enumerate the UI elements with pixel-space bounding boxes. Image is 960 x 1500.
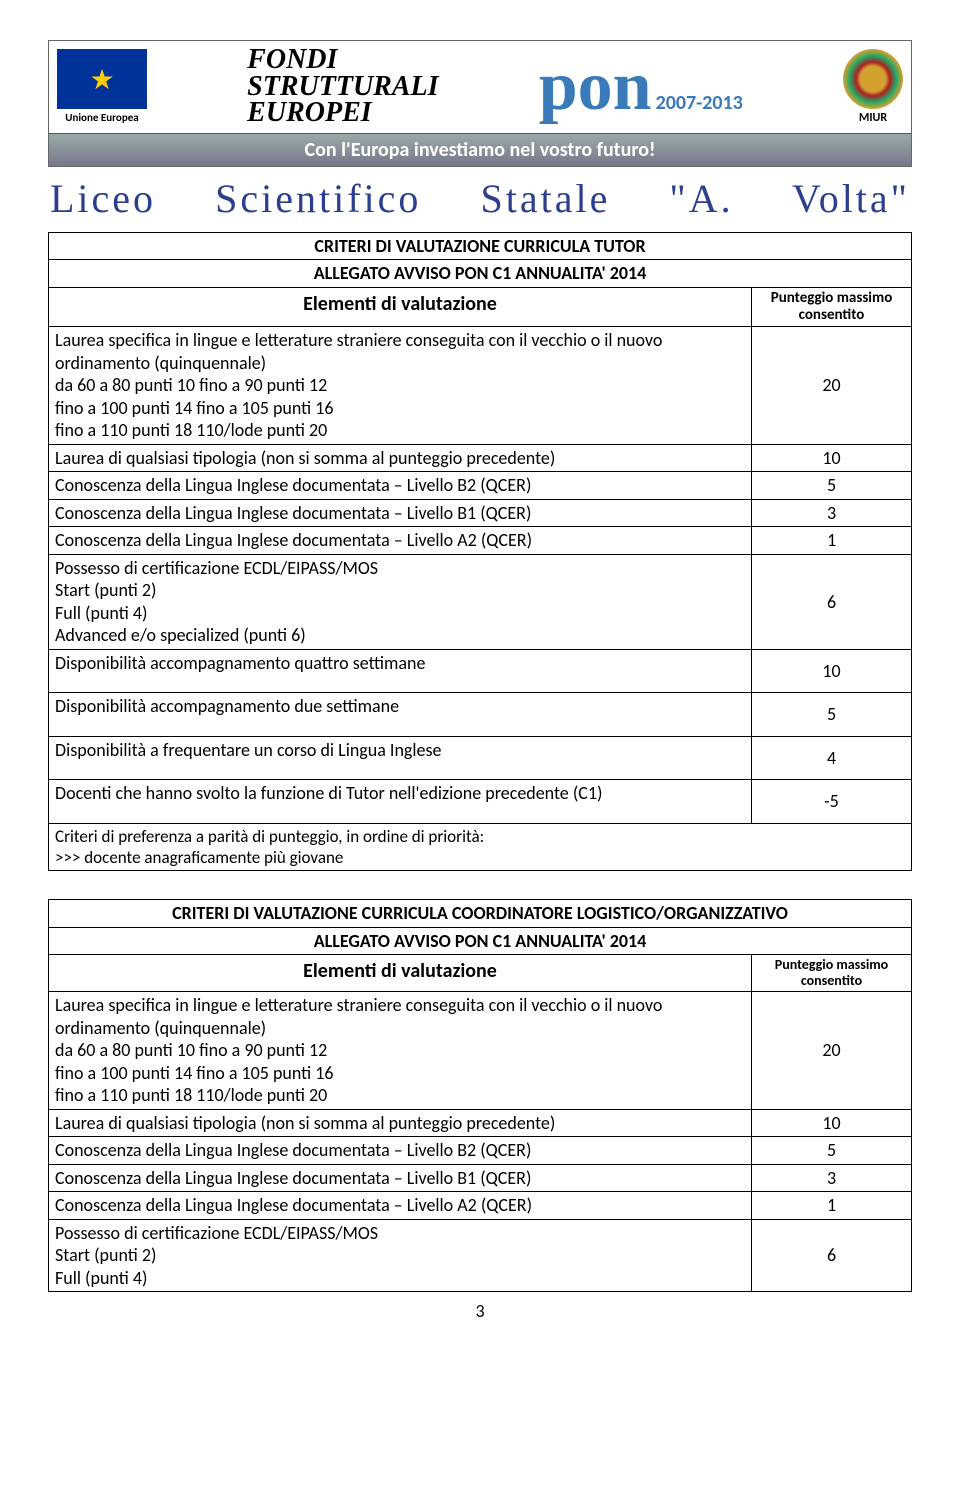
table-row-score: 5 xyxy=(752,693,912,737)
table1-col-pts: Punteggio massimo consentito xyxy=(752,287,912,327)
table-row-text: Conoscenza della Lingua Inglese document… xyxy=(49,527,752,555)
table1-title: CRITERI DI VALUTAZIONE CURRICULA TUTOR xyxy=(49,232,912,260)
fondi-logo: FONDI STRUTTURALI EUROPEI xyxy=(247,47,438,127)
table-row-score: 10 xyxy=(752,444,912,472)
fondi-line2: STRUTTURALI xyxy=(247,74,438,101)
table1-col-elem: Elementi di valutazione xyxy=(49,287,752,327)
table-row-text: Conoscenza della Lingua Inglese document… xyxy=(49,472,752,500)
table-row-text: Conoscenza della Lingua Inglese document… xyxy=(49,1192,752,1220)
table-row-text: Conoscenza della Lingua Inglese document… xyxy=(49,499,752,527)
table1-footer: Criteri di preferenza a parità di punteg… xyxy=(49,823,912,871)
miur-emblem-icon xyxy=(843,49,903,109)
table-row-text: Conoscenza della Lingua Inglese document… xyxy=(49,1137,752,1165)
criteria-table-coord: CRITERI DI VALUTAZIONE CURRICULA COORDIN… xyxy=(48,899,912,1292)
pon-years: 2007-2013 xyxy=(656,91,743,115)
table-row-score: 5 xyxy=(752,472,912,500)
table-row-text: Disponibilità accompagnamento quattro se… xyxy=(49,649,752,693)
school-title: Liceo Scientifico Statale "A. Volta" xyxy=(48,169,912,232)
page-number: 3 xyxy=(48,1300,912,1322)
table1-subtitle: ALLEGATO AVVISO PON C1 ANNUALITA' 2014 xyxy=(49,260,912,288)
table-row-text: Laurea specifica in lingue e letterature… xyxy=(49,992,752,1110)
fondi-line3: EUROPEI xyxy=(247,100,438,127)
table2-subtitle: ALLEGATO AVVISO PON C1 ANNUALITA' 2014 xyxy=(49,927,912,955)
table-row-text: Disponibilità accompagnamento due settim… xyxy=(49,693,752,737)
table-row-text: Laurea di qualsiasi tipologia (non si so… xyxy=(49,444,752,472)
table-row-text: Laurea specifica in lingue e letterature… xyxy=(49,327,752,445)
table2-col-pts: Punteggio massimo consentito xyxy=(752,955,912,992)
table-row-text: Laurea di qualsiasi tipologia (non si so… xyxy=(49,1109,752,1137)
table-row-text: Possesso di certificazione ECDL/EIPASS/M… xyxy=(49,1219,752,1292)
fondi-line1: FONDI xyxy=(247,47,438,74)
table-row-score: 20 xyxy=(752,327,912,445)
table-row-score: 1 xyxy=(752,527,912,555)
eu-label: Unione Europea xyxy=(57,111,147,124)
pon-logo: pon 2007-2013 xyxy=(539,59,743,115)
table-row-score: 4 xyxy=(752,736,912,780)
table-row-score: 20 xyxy=(752,992,912,1110)
table-row-score: 6 xyxy=(752,1219,912,1292)
header-banner: ★ Unione Europea FONDI STRUTTURALI EUROP… xyxy=(48,40,912,167)
miur-label: MIUR xyxy=(843,111,903,125)
table-row-score: 3 xyxy=(752,499,912,527)
table-row-score: 3 xyxy=(752,1164,912,1192)
table-row-text: Conoscenza della Lingua Inglese document… xyxy=(49,1164,752,1192)
eu-flag-icon: ★ xyxy=(57,49,147,109)
table-row-score: 10 xyxy=(752,649,912,693)
table-row-score: 10 xyxy=(752,1109,912,1137)
pon-text: pon xyxy=(539,59,652,115)
criteria-table-tutor: CRITERI DI VALUTAZIONE CURRICULA TUTOR A… xyxy=(48,232,912,872)
table-row-text: Docenti che hanno svolto la funzione di … xyxy=(49,780,752,824)
table2-col-elem: Elementi di valutazione xyxy=(49,955,752,992)
table-row-text: Disponibilità a frequentare un corso di … xyxy=(49,736,752,780)
table-row-score: 6 xyxy=(752,554,912,649)
table2-title: CRITERI DI VALUTAZIONE CURRICULA COORDIN… xyxy=(49,900,912,928)
table-row-text: Possesso di certificazione ECDL/EIPASS/M… xyxy=(49,554,752,649)
table-row-score: -5 xyxy=(752,780,912,824)
table-row-score: 5 xyxy=(752,1137,912,1165)
banner-stripe: Con l'Europa investiamo nel vostro futur… xyxy=(49,133,911,166)
table-row-score: 1 xyxy=(752,1192,912,1220)
